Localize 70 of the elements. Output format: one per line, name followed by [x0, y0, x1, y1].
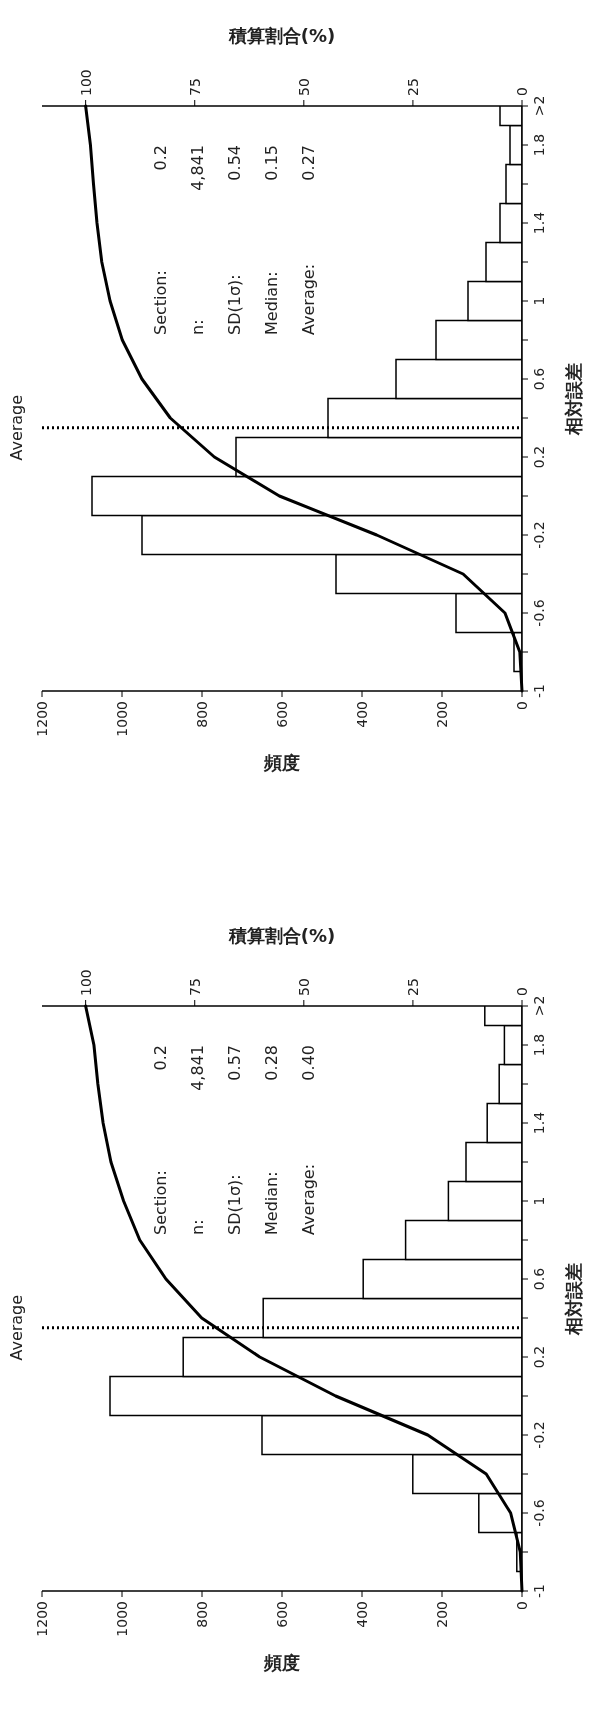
- x-tick-label: 800: [194, 1601, 210, 1628]
- x-axis-title: 頻度: [263, 752, 300, 773]
- annotation: 0.57: [225, 1045, 244, 1081]
- x-tick-label: 600: [274, 701, 290, 728]
- y-tick-label: 1: [531, 296, 547, 306]
- annotation: 0.28: [262, 1045, 281, 1081]
- annotation: 0.15: [262, 145, 281, 181]
- annotation: Section:: [151, 1170, 170, 1235]
- x-tick-label: 0: [514, 1601, 530, 1610]
- x-tick-label: 1200: [34, 701, 50, 737]
- annotation: Median:: [262, 271, 281, 335]
- x2-tick-label: 50: [295, 78, 312, 96]
- annotation: Section:: [151, 270, 170, 335]
- y-tick-label: >2: [531, 995, 547, 1017]
- x2-tick-label: 25: [404, 78, 421, 96]
- y-tick-label: 0.2: [531, 1345, 547, 1369]
- y-tick-label: 1.4: [531, 1111, 547, 1135]
- annotation: 0.40: [299, 1045, 318, 1081]
- y-tick-label: -0.2: [531, 1421, 547, 1449]
- annotation: 4,841: [188, 1045, 207, 1091]
- y-tick-label: -1: [531, 684, 547, 698]
- x2-tick-label: 75: [186, 978, 203, 996]
- y-tick-label: 1: [531, 1196, 547, 1206]
- y-tick-label: 0.6: [531, 367, 547, 391]
- annotation: Median:: [262, 1171, 281, 1235]
- annotation: 0.2: [151, 1045, 170, 1071]
- x2-tick-label: 75: [186, 78, 203, 96]
- x-tick-label: 1000: [114, 701, 130, 737]
- x2-axis-title: 積算割合(%): [227, 25, 336, 46]
- annotation: 0.54: [225, 145, 244, 181]
- annotation: n:: [188, 319, 207, 335]
- x-tick-label: 0: [514, 701, 530, 710]
- y-tick-label: -0.6: [531, 599, 547, 627]
- x-tick-label: 800: [194, 701, 210, 728]
- y-tick-label: -0.2: [531, 521, 547, 549]
- x-tick-label: 600: [274, 1601, 290, 1628]
- y-tick-label: 1.8: [531, 133, 547, 157]
- y-tick-label: 0.2: [531, 445, 547, 469]
- x-tick-label: 400: [354, 1601, 370, 1628]
- annotation: SD(1σ):: [225, 1174, 244, 1235]
- x-axis-title: 頻度: [263, 1652, 300, 1673]
- x-tick-label: 400: [354, 701, 370, 728]
- annotation: 4,841: [188, 145, 207, 191]
- y-tick-label: >2: [531, 95, 547, 117]
- y-tick-label: -0.6: [531, 1499, 547, 1527]
- annotation: n:: [188, 1219, 207, 1235]
- ref-line-label: Average: [7, 1294, 26, 1361]
- annotation: SD(1σ):: [225, 274, 244, 335]
- x2-tick-label: 25: [404, 978, 421, 996]
- x2-tick-label: 0: [514, 987, 530, 996]
- y-axis-title: 相対誤差: [563, 1262, 584, 1336]
- x2-tick-label: 50: [295, 978, 312, 996]
- y-axis-title: 相対誤差: [563, 362, 584, 436]
- y-tick-label: 0.6: [531, 1267, 547, 1291]
- x-tick-label: 1200: [34, 1601, 50, 1637]
- x-tick-label: 200: [434, 701, 450, 728]
- y-tick-label: 1.4: [531, 211, 547, 235]
- annotation: 0.2: [151, 145, 170, 171]
- y-tick-label: 1.8: [531, 1033, 547, 1057]
- x2-tick-label: 100: [77, 969, 94, 996]
- annotation: Average:: [299, 263, 318, 335]
- annotation: Average:: [299, 1163, 318, 1235]
- x2-tick-label: 0: [514, 87, 530, 96]
- y-tick-label: -1: [531, 1584, 547, 1598]
- x-tick-label: 200: [434, 1601, 450, 1628]
- x2-axis-title: 積算割合(%): [227, 925, 336, 946]
- annotation: 0.27: [299, 145, 318, 181]
- x-tick-label: 1000: [114, 1601, 130, 1637]
- ref-line-label: Average: [7, 394, 26, 461]
- x2-tick-label: 100: [77, 69, 94, 96]
